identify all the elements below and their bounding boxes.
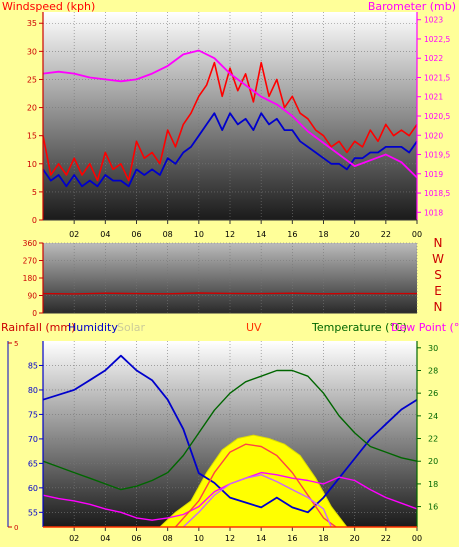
x-tick-label: 12 — [225, 534, 235, 543]
right-tick-label: 1023 — [424, 16, 443, 25]
x-tick-label: 22 — [381, 534, 391, 543]
legend-dewpoint: Dew Point (°C) — [391, 321, 459, 334]
temp-tick-label: 20 — [428, 457, 438, 466]
humidity-tick-label: 75 — [28, 410, 38, 419]
right-tick-label: 1019,5 — [424, 151, 450, 160]
legend-solar: Solar — [117, 321, 146, 334]
direction-panel-series — [42, 292, 417, 295]
temp-tick-label: 26 — [428, 389, 438, 398]
direction-tick-label: 270 — [23, 257, 38, 266]
temp-panel-series — [42, 354, 418, 528]
right-tick-label: 1018,5 — [424, 189, 450, 198]
left-tick-label: 25 — [27, 75, 37, 84]
x-tick-label: 14 — [256, 230, 266, 239]
compass-label: E — [434, 284, 442, 298]
x-tick-label: 18 — [318, 534, 328, 543]
x-tick-label: 06 — [131, 534, 141, 543]
right-tick-label: 1022,5 — [424, 35, 450, 44]
series-uv-line — [182, 474, 332, 528]
x-tick-label: 04 — [100, 534, 110, 543]
x-tick-label: 00 — [412, 534, 422, 543]
right-tick-label: 1021,5 — [424, 73, 450, 82]
compass-label: N — [434, 300, 443, 314]
compass-label: N — [434, 236, 443, 250]
x-tick-label: 00 — [412, 230, 422, 239]
legend-uv: UV — [246, 321, 262, 334]
x-tick-label: 04 — [100, 230, 110, 239]
x-tick-label: 08 — [163, 534, 173, 543]
series-solar-max-line — [174, 443, 337, 528]
barometer-axis-label: Barometer (mb) — [368, 0, 456, 13]
x-tick-label: 14 — [256, 534, 266, 543]
humidity-tick-label: 70 — [28, 435, 38, 444]
x-tick-label: 02 — [69, 230, 79, 239]
series-average-line — [42, 112, 418, 188]
left-tick-label: 35 — [27, 19, 37, 28]
legend-rainfall: Rainfall (mm) — [1, 321, 75, 334]
direction-tick-label: 90 — [27, 292, 37, 301]
wind-panel-series — [42, 49, 418, 188]
humidity-tick-label: 60 — [28, 484, 38, 493]
left-tick-label: 30 — [27, 47, 37, 56]
x-tick-label: 10 — [194, 230, 204, 239]
x-tick-label: 10 — [194, 534, 204, 543]
wind-panel-axes: 0 5 10 15 20 25 30 35 02 04 06 08 10 12 14 16 18 20 22 00 10… — [27, 12, 450, 239]
temp-panel-axes: 55 60 65 70 75 80 85 0 5 16 18 20 22 24 26 28 30 02 04 06 08… — [7, 340, 438, 543]
compass-label: W — [432, 252, 444, 266]
wind-panel-background — [43, 12, 417, 220]
x-tick-label: 12 — [225, 230, 235, 239]
left-tick-label: 10 — [27, 160, 37, 169]
left-tick-label: 15 — [27, 132, 37, 141]
right-tick-label: 1019 — [424, 170, 443, 179]
right-tick-label: 1020 — [424, 131, 443, 140]
temp-tick-label: 16 — [428, 503, 438, 512]
series-barometer-line — [42, 49, 418, 179]
direction-tick-label: 0 — [32, 309, 37, 318]
x-tick-label: 06 — [131, 230, 141, 239]
temp-tick-label: 28 — [428, 366, 438, 375]
x-tick-label: 20 — [350, 230, 360, 239]
right-tick-label: 1020,5 — [424, 112, 450, 121]
x-tick-label: 02 — [69, 534, 79, 543]
left-tick-label: 5 — [32, 188, 37, 197]
rainfall-tick-label: 5 — [14, 340, 18, 348]
windspeed-axis-label: Windspeed (kph) — [2, 0, 95, 13]
right-tick-label: 1018 — [424, 208, 443, 217]
temp-tick-label: 22 — [428, 435, 438, 444]
x-tick-label: 18 — [318, 230, 328, 239]
x-tick-label: 08 — [163, 230, 173, 239]
series-wind-direction-line — [42, 292, 417, 295]
left-tick-label: 20 — [27, 104, 37, 113]
humidity-tick-label: 65 — [28, 459, 38, 468]
x-tick-label: 20 — [350, 534, 360, 543]
series-gust-line — [42, 61, 418, 182]
temp-tick-label: 30 — [428, 344, 438, 353]
compass-label: S — [434, 268, 442, 282]
humidity-tick-label: 85 — [28, 361, 38, 370]
humidity-tick-label: 55 — [28, 508, 38, 517]
humidity-tick-label: 80 — [28, 386, 38, 395]
left-tick-label: 0 — [32, 216, 37, 225]
direction-tick-label: 360 — [23, 239, 38, 248]
x-tick-label: 22 — [381, 230, 391, 239]
direction-tick-label: 180 — [23, 274, 38, 283]
legend-temperature: Temperature (°C) — [311, 321, 407, 334]
right-tick-label: 1022 — [424, 54, 443, 63]
right-tick-label: 1021 — [424, 93, 443, 102]
legend-humidity: Humidity — [68, 321, 118, 334]
series-humidity-line — [42, 354, 418, 514]
series-temperature-line — [42, 369, 418, 491]
x-tick-label: 16 — [287, 534, 297, 543]
rainfall-tick-label: 0 — [14, 524, 18, 532]
temp-tick-label: 18 — [428, 480, 438, 489]
x-tick-label: 16 — [287, 230, 297, 239]
temp-tick-label: 24 — [428, 412, 438, 421]
